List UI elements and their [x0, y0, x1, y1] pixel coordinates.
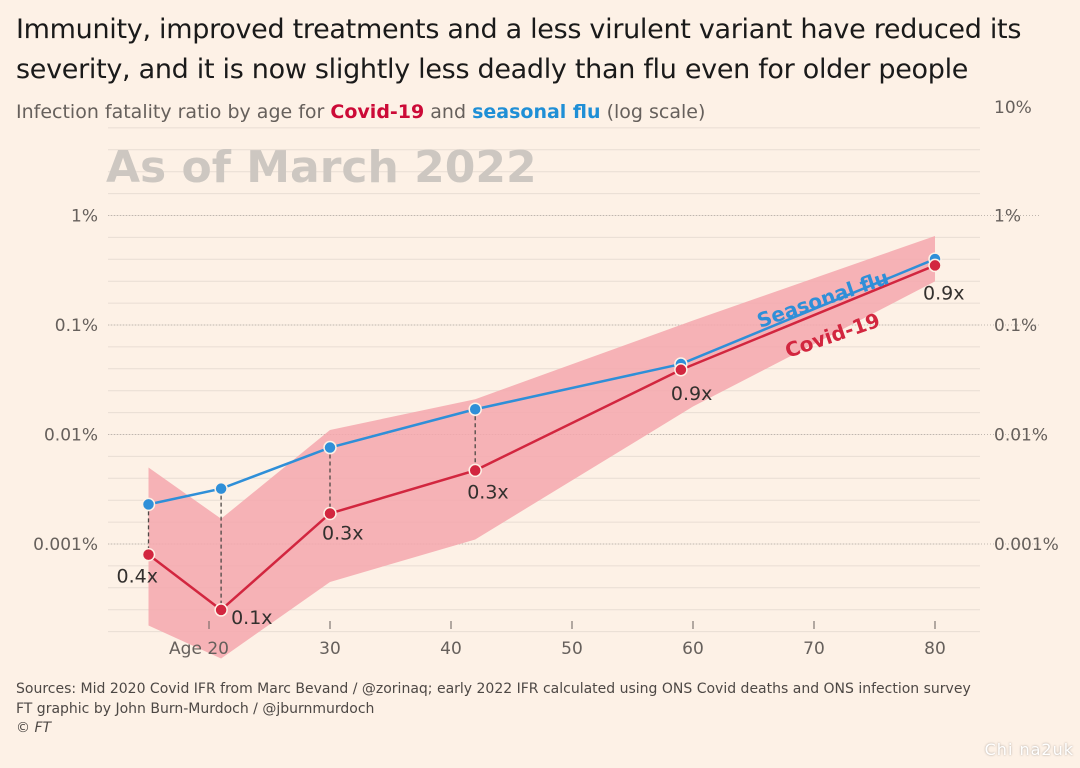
flu-point: [468, 402, 482, 417]
ratio-label: 0.9x: [923, 282, 964, 304]
x-tick-label: 60: [682, 639, 704, 659]
chart-title: Immunity, improved treatments and a less…: [16, 14, 1022, 85]
covid-point: [468, 463, 482, 478]
x-tick-label: 40: [440, 639, 462, 659]
x-axis: Age 20 30 40 50 60 70 80: [169, 621, 946, 659]
covid-point: [141, 547, 156, 562]
y-axis-right: 10% 1% 0.1% 0.01% 0.001%: [994, 98, 1059, 555]
subtitle-pre: Infection fatality ratio by age for: [16, 101, 331, 123]
x-tick-label: 80: [924, 639, 946, 659]
watermark: Chi na2uk: [984, 740, 1074, 759]
x-tick-label: 50: [561, 639, 583, 659]
covid-point: [323, 506, 337, 521]
flu-point: [323, 440, 337, 455]
x-tick-label: 30: [319, 639, 341, 659]
y-tick-label-left: 1%: [71, 207, 98, 227]
y-axis-left: 1% 0.1% 0.01% 0.001%: [33, 207, 98, 556]
x-tick-label: 70: [803, 639, 825, 659]
credit-note: FT graphic by John Burn-Murdoch / @jburn…: [16, 700, 375, 717]
ratio-label: 0.4x: [117, 566, 158, 588]
y-tick-label-left: 0.1%: [55, 316, 98, 336]
subtitle-flu-label: seasonal flu: [472, 101, 601, 123]
chart-subtitle: Infection fatality ratio by age for Covi…: [16, 101, 705, 123]
subtitle-mid: and: [424, 101, 473, 123]
dashed-connectors: [147, 409, 476, 610]
ratio-label: 0.9x: [671, 383, 712, 405]
flu-point: [141, 497, 156, 512]
covid-point: [674, 363, 688, 377]
flu-point: [214, 481, 228, 496]
covid-point: [928, 258, 942, 273]
y-tick-label-left: 0.001%: [33, 535, 98, 555]
ifr-chart: 1% 0.1% 0.01% 0.001% 10% 1% 0.1% 0.01% 0.001% A…: [33, 98, 1059, 659]
covid-series-line: [147, 264, 936, 612]
y-tick-label-right: 10%: [994, 98, 1032, 118]
sources-note: Sources: Mid 2020 Covid IFR from Marc Be…: [16, 681, 971, 697]
y-tick-label-left: 0.01%: [44, 426, 98, 446]
y-tick-label-right: 0.1%: [994, 316, 1037, 336]
y-tick-label-right: 0.001%: [994, 535, 1059, 555]
chart-footer: Sources: Mid 2020 Covid IFR from Marc Be…: [16, 680, 1066, 739]
x-tick-label: Age 20: [169, 639, 229, 659]
ratio-label: 0.3x: [467, 481, 508, 503]
y-tick-label-right: 1%: [994, 207, 1021, 227]
ratio-labels: 0.4x 0.1x 0.3x 0.3x 0.9x 0.9x: [117, 282, 965, 629]
flu-series-line: [148, 257, 936, 506]
subtitle-covid-label: Covid-19: [330, 101, 425, 123]
subtitle-post: (log scale): [600, 101, 706, 123]
covid-point: [214, 603, 228, 617]
ratio-label: 0.1x: [231, 607, 272, 629]
y-tick-label-right: 0.01%: [994, 426, 1048, 446]
data-points: [141, 252, 942, 617]
copyright-note: © FT: [16, 720, 52, 736]
date-annotation: As of March 2022: [106, 142, 537, 193]
ratio-label: 0.3x: [322, 522, 363, 544]
